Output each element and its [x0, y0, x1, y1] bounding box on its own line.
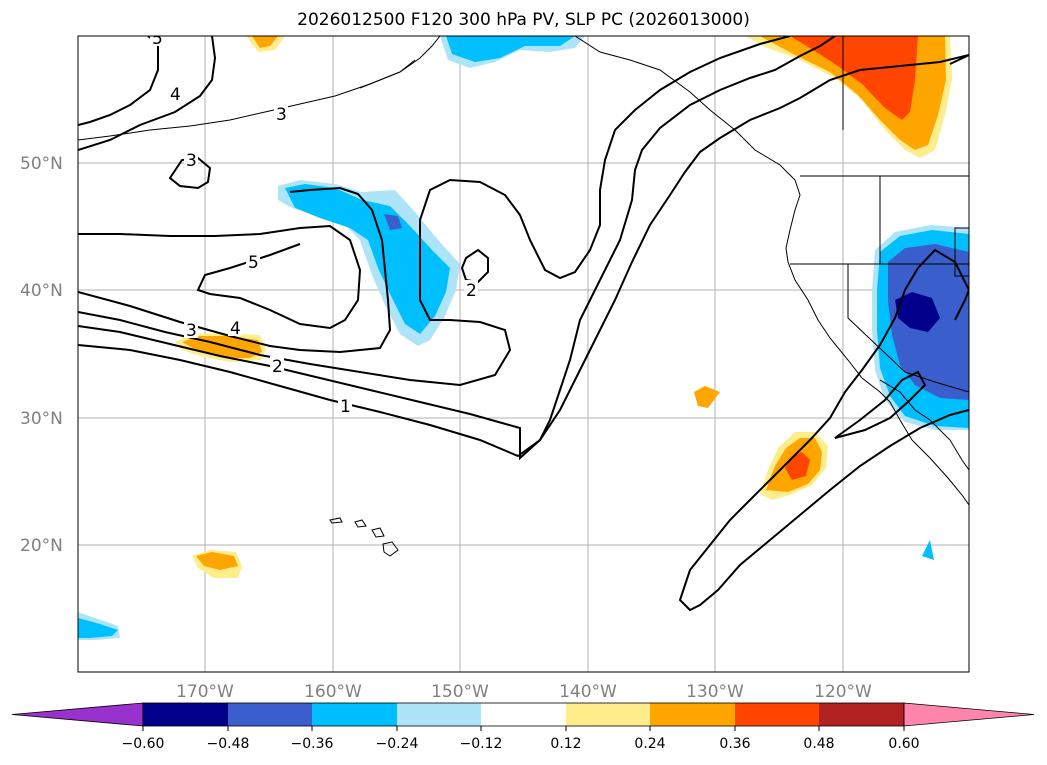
lat-label-30n: 30°N	[20, 409, 63, 429]
pv-blob-hawaii-west-core	[196, 552, 238, 570]
map-area: 5 4 3 3 5 2 3 4 2 1	[78, 29, 969, 672]
slp-contour-5-north	[78, 36, 159, 126]
contour-labels: 5 4 3 3 5 2 3 4 2 1	[150, 29, 478, 417]
colorbar-under-arrow	[11, 702, 144, 727]
slp-contours	[78, 36, 969, 612]
colorbar-ticks: −0.60 −0.48 −0.36 −0.24 −0.12 0.12 0.24 0.36 0.4…	[122, 726, 920, 752]
pv-blob-west-pacific-core	[182, 336, 262, 358]
slp-contour-4-north	[78, 36, 217, 151]
pv-ridge-canada-core	[790, 36, 918, 120]
colorbar-tick-label: −0.24	[376, 736, 419, 752]
border-states-3	[847, 264, 906, 373]
colorbar-bin-n048	[228, 703, 312, 726]
lon-label-170w: 170°W	[176, 682, 234, 702]
lon-labels: 170°W 160°W 150°W 140°W 130°W 120°W	[176, 682, 872, 702]
coastlines	[78, 36, 969, 557]
contour-label-2-loop: 2	[466, 281, 477, 301]
lat-label-20n: 20°N	[20, 536, 63, 556]
pv-negative-anomalies	[78, 36, 969, 640]
slp-contour-3-central	[78, 36, 791, 387]
slp-contour-2-central	[78, 36, 836, 461]
pv-blob-mexico-small	[922, 540, 934, 560]
slp-contour-5-central	[78, 224, 362, 330]
slp-contour-1-baja-loop	[834, 370, 927, 439]
pv-blob-west-edge-core	[78, 618, 118, 638]
colorbar-bin-n060	[143, 703, 228, 726]
colorbar-bin-p048	[819, 703, 904, 726]
pv-trough-central-pacific-peak	[384, 214, 402, 230]
contour-label-4-central: 4	[230, 319, 241, 339]
border-states-4	[954, 227, 969, 277]
contour-label-5-central: 5	[248, 253, 259, 273]
contour-label-3-loop: 3	[186, 151, 197, 171]
lon-label-120w: 120°W	[814, 682, 872, 702]
colorbar-tick-label: 0.24	[634, 736, 665, 752]
colorbar-tick-label: −0.12	[460, 736, 503, 752]
colorbar-over-arrow	[903, 702, 1035, 727]
colorbar-tick-label: −0.48	[207, 736, 250, 752]
pv-cutoff-low-california-peak	[895, 292, 940, 332]
colorbar-bin-p024	[650, 703, 735, 726]
map-frame	[77, 35, 970, 673]
colorbar-bin-p036	[735, 703, 819, 726]
contour-label-5-north: 5	[152, 29, 163, 49]
lon-label-150w: 150°W	[431, 682, 489, 702]
colorbar-tick-label: 0.60	[888, 736, 919, 752]
island-hawaii-4	[382, 541, 399, 557]
colorbar-bin-n036	[312, 703, 397, 726]
slp-contour-2-loop	[460, 248, 489, 284]
colorbar-bins	[11, 702, 1035, 727]
colorbar-tick-label: 0.36	[719, 736, 750, 752]
colorbar-bin-neutral	[481, 703, 566, 726]
coastline-baja	[879, 379, 969, 471]
coastline-north-america	[574, 36, 969, 506]
lat-label-50n: 50°N	[20, 154, 63, 174]
colorbar-tick-label: 0.12	[550, 736, 581, 752]
lon-label-140w: 140°W	[559, 682, 617, 702]
pv-blob-gulf-alaska-core	[446, 36, 575, 62]
island-hawaii-3	[371, 527, 385, 538]
colorbar-tick-label: −0.60	[122, 736, 165, 752]
slp-contour-4-central	[78, 186, 392, 354]
slp-contour-right-2	[954, 289, 969, 321]
colorbar-bin-p012	[566, 703, 650, 726]
pv-blob-east-pacific-small	[694, 386, 720, 408]
island-hawaii-2	[354, 519, 367, 528]
contour-label-2-central: 2	[272, 357, 283, 377]
island-hawaii-1	[329, 517, 343, 524]
contour-label-3-central: 3	[186, 321, 197, 341]
lat-label-40n: 40°N	[20, 281, 63, 301]
colorbar-tick-label: 0.48	[803, 736, 834, 752]
coastline-alaska-south	[78, 36, 441, 141]
border-us-mexico	[904, 371, 969, 393]
pv-blob-aleutian-core	[252, 36, 278, 48]
borders	[790, 36, 969, 393]
figure-title: 2026012500 F120 300 hPa PV, SLP PC (2026…	[297, 10, 750, 30]
pv-trough-central-pacific-core	[285, 184, 450, 334]
slp-contour-1-southern-tongue	[678, 248, 969, 612]
lat-labels: 50°N 40°N 30°N 20°N	[20, 154, 63, 556]
coastline-alaska-peninsula	[359, 59, 416, 89]
contour-label-4-north: 4	[170, 85, 181, 105]
colorbar-bin-n024	[397, 703, 481, 726]
slp-contour-right-1	[949, 54, 969, 65]
lon-label-130w: 130°W	[686, 682, 744, 702]
contour-label-3-north: 3	[276, 105, 287, 125]
slp-contour-1	[78, 54, 969, 458]
lon-label-160w: 160°W	[304, 682, 362, 702]
colorbar-tick-label: −0.36	[291, 736, 334, 752]
contour-label-1: 1	[340, 397, 351, 417]
colorbar-outline	[142, 702, 905, 727]
